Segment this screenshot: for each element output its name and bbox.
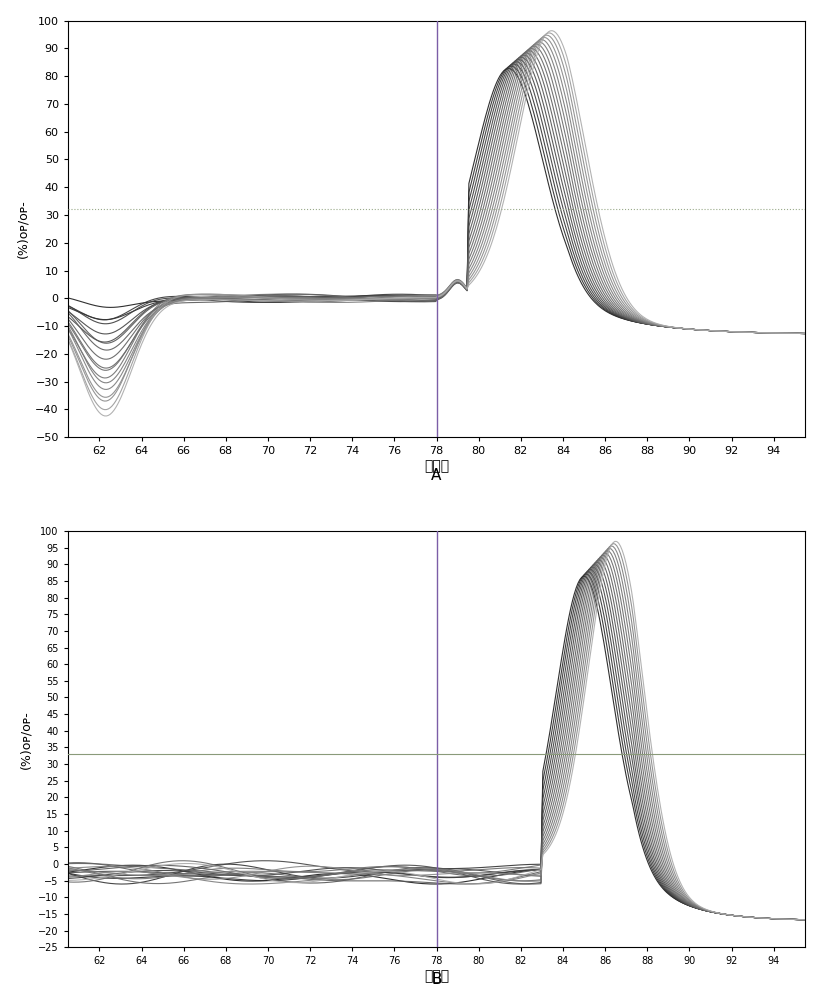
Text: B: B bbox=[432, 972, 441, 987]
X-axis label: 循环数: 循环数 bbox=[424, 459, 449, 473]
Y-axis label: (%)ᴏᴘ/ᴏᴘ-: (%)ᴏᴘ/ᴏᴘ- bbox=[20, 710, 33, 769]
X-axis label: 循环数: 循环数 bbox=[424, 969, 449, 983]
Y-axis label: (%)ᴏᴘ/ᴏᴘ-: (%)ᴏᴘ/ᴏᴘ- bbox=[16, 199, 30, 258]
Text: A: A bbox=[432, 468, 441, 483]
